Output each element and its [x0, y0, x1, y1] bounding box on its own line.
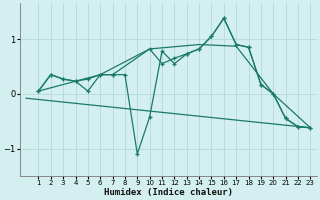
X-axis label: Humidex (Indice chaleur): Humidex (Indice chaleur) — [104, 188, 233, 197]
